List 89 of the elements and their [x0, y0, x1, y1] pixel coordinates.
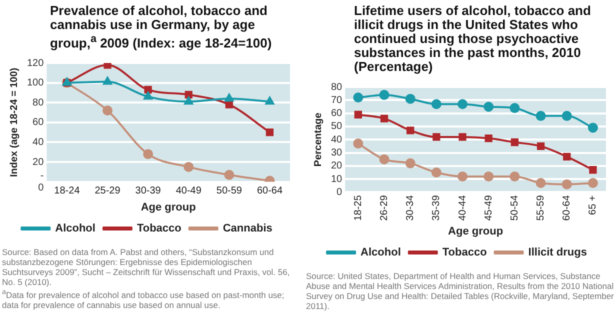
x-tick-label: 40-44 — [457, 194, 468, 221]
legend-label: Cannabis — [222, 222, 272, 235]
point — [510, 103, 520, 114]
chart-title: Prevalence of alcohol, tobacco and cannabis use in Germany, by age group,$^{a}$ 2009 (Index: age 18-24=100) — [49, 2, 273, 52]
point — [510, 138, 519, 146]
x-tick-label: 30-34 — [405, 194, 416, 221]
point — [184, 91, 192, 99]
source-note: Source: United States, Department of Health and Human Services, Substance Abuse and Mental Health Services Administration, Results from the 2010 National Survey on Drug Use and Health: Detailed Tables (Rockville, Maryland, September 2011). — [306, 271, 614, 311]
point — [102, 106, 113, 116]
y-tick-label: 70 — [331, 94, 343, 106]
y-axis-title: Index (age 18-24 = 100) — [8, 68, 20, 178]
x-tick-label: 18-24 — [54, 186, 80, 197]
point — [484, 102, 494, 112]
x-tick-label: 18-25 — [352, 194, 364, 221]
point — [510, 171, 520, 182]
point — [184, 162, 194, 172]
point — [563, 152, 571, 161]
point — [144, 92, 153, 100]
y-tick-label: 60 — [32, 117, 44, 128]
y-tick-label: 80 — [331, 82, 343, 93]
legend-label: Alcohol — [55, 222, 96, 235]
y-tick-label: 0 — [336, 186, 343, 198]
point — [380, 114, 388, 122]
text: $^{a}$Data for prevalence of alcohol and tobacco use based on past-month use; data for prevalence of cannabis use based on annual use. — [2, 287, 286, 310]
legend-label: Tobacco — [136, 222, 182, 235]
x-tick-label: 50-54 — [509, 194, 520, 221]
y-tick-label: 40 — [331, 134, 343, 146]
point — [458, 171, 468, 182]
x-tick-label: 45-49 — [483, 194, 494, 221]
point — [589, 166, 597, 174]
point — [379, 90, 390, 100]
x-tick-label: 60-64 — [562, 194, 573, 221]
y-tick-label: 80 — [32, 98, 44, 109]
x-axis-title: Age group — [448, 225, 504, 238]
point — [379, 154, 390, 164]
point — [405, 94, 416, 104]
legend-label: Alcohol — [360, 246, 401, 259]
point — [184, 96, 194, 105]
point — [224, 94, 234, 102]
point — [536, 110, 546, 121]
point — [536, 178, 546, 188]
x-tick-label: 26-29 — [379, 194, 390, 221]
point — [354, 110, 362, 118]
y-tick-label: 10 — [331, 174, 343, 185]
x-tick-label: 35-39 — [431, 194, 442, 221]
x-tick-label: 65 + — [588, 195, 599, 215]
legend-label: Tobacco — [442, 246, 488, 259]
point — [562, 179, 572, 190]
x-axis-title: Age group — [140, 202, 196, 214]
point — [225, 101, 233, 109]
point — [431, 167, 442, 178]
y-axis-title: Percentage — [312, 112, 324, 167]
point — [536, 142, 545, 150]
chart-title: Lifetime users of alcohol, tobacco and illicit drugs in the United States who continued using those psychoactive substances in the past months, 2010 (Percentage) — [353, 2, 592, 76]
x-tick-label: 25-29 — [94, 186, 121, 197]
y-tick-label: 40 — [32, 137, 44, 148]
y-tick-label: 50 — [331, 121, 343, 132]
y-tick-label: 20 — [32, 157, 44, 168]
point — [353, 92, 364, 103]
point — [562, 110, 572, 121]
y-tick-label: 30 — [331, 148, 343, 159]
x-tick-label: 40-49 — [176, 186, 202, 197]
point — [405, 158, 416, 168]
y-tick-label: 120 — [26, 58, 44, 70]
point — [143, 149, 154, 160]
point — [431, 99, 442, 110]
point — [588, 122, 598, 133]
point — [588, 178, 598, 188]
x-tick-label: 60-64 — [256, 186, 283, 197]
point — [406, 126, 414, 134]
x-tick-label: 30-39 — [135, 186, 162, 197]
point — [458, 99, 468, 110]
point — [432, 133, 440, 141]
point — [266, 128, 274, 136]
x-tick-label: 55-59 — [536, 194, 547, 221]
point — [458, 133, 466, 141]
y-tick-label: 20 — [331, 160, 343, 172]
point — [484, 171, 494, 182]
point — [484, 134, 492, 142]
point — [265, 96, 274, 105]
point — [224, 170, 234, 180]
y-tick-label: - 0 — [38, 170, 44, 194]
source-note: Source: Based on data from A. Pabst and others, “Substanzkonsum und substanzbezogene Störungen: Ergebnisse des Epidemiologischen Suchtsurveys 2009”, Sucht – Zeitschrift für Wissenschaft und Praxis, vol. 56, No. 5 (2010). — [2, 247, 291, 288]
y-tick-label: 100 — [26, 78, 44, 89]
x-tick-label: 50-59 — [216, 186, 242, 197]
point — [144, 86, 152, 94]
y-tick-label: 60 — [331, 108, 343, 120]
point — [353, 138, 364, 149]
legend-label: Illicit drugs — [528, 246, 587, 259]
